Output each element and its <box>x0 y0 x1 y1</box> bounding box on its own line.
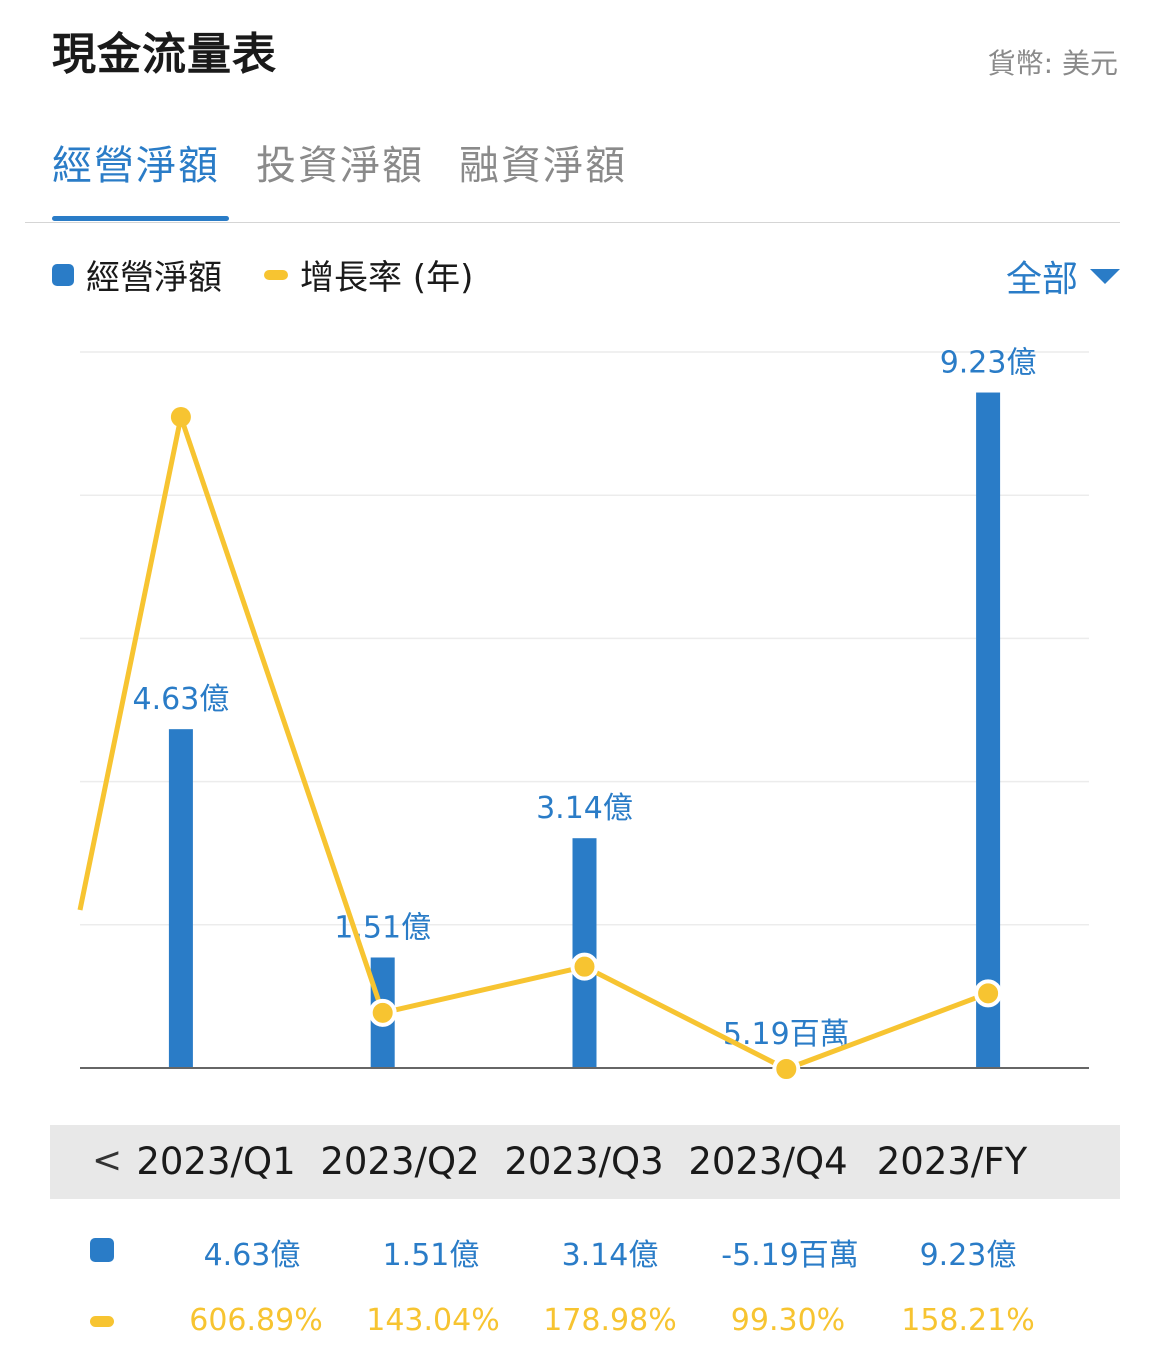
legend-bar-swatch <box>52 263 74 286</box>
period-filter-dropdown[interactable]: 全部 <box>1006 250 1120 302</box>
page-title: 現金流量表 <box>52 29 277 80</box>
filter-label: 全部 <box>1005 259 1078 300</box>
period-selector-bar <box>50 1125 1120 1199</box>
period-label[interactable]: 2023/FY <box>876 1140 1028 1183</box>
tab-operating[interactable]: 經營淨額 <box>52 143 220 189</box>
currency-label: 貨幣: 美元 <box>987 47 1118 80</box>
bar-value-cell: 4.63億 <box>203 1238 301 1273</box>
growth-series-icon <box>90 1316 114 1327</box>
growth-point <box>368 998 397 1027</box>
legend-line-label: 增長率 (年) <box>300 258 474 298</box>
active-tab-indicator <box>52 216 229 221</box>
bar-series-icon <box>90 1238 114 1262</box>
bar-value-label: 4.63億 <box>133 682 230 717</box>
growth-line <box>77 414 989 1072</box>
legend-bar: 經營淨額 <box>52 250 222 299</box>
growth-point <box>170 407 191 427</box>
growth-point <box>570 952 599 981</box>
period-label[interactable]: 2023/Q2 <box>320 1140 480 1183</box>
growth-value-cell: 158.21% <box>901 1303 1035 1338</box>
legend-bar-label: 經營淨額 <box>86 258 222 298</box>
bar-value-cell: 1.51億 <box>382 1238 480 1273</box>
legend-line-swatch <box>264 269 288 280</box>
bar-value-cell: 3.14億 <box>561 1238 659 1273</box>
tabs-divider <box>25 222 1120 223</box>
growth-value-cell: 99.30% <box>730 1303 846 1338</box>
tab-investing[interactable]: 投資淨額 <box>256 143 424 189</box>
growth-value-cell: 178.98% <box>543 1303 677 1338</box>
tab-financing[interactable]: 融資淨額 <box>459 143 627 189</box>
bar <box>168 729 193 1068</box>
growth-value-cell: 143.04% <box>366 1303 500 1338</box>
growth-point <box>974 979 1003 1008</box>
bar-value-cell: 9.23億 <box>919 1238 1017 1273</box>
bar-value-label: 9.23億 <box>940 346 1037 381</box>
growth-value-cell: 606.89% <box>189 1303 323 1338</box>
legend-line: 增長率 (年) <box>264 250 473 299</box>
period-label[interactable]: 2023/Q1 <box>136 1140 296 1183</box>
bar <box>976 392 1001 1068</box>
growth-point <box>772 1055 801 1083</box>
bar-value-cell: -5.19百萬 <box>721 1238 859 1273</box>
period-label[interactable]: 2023/Q4 <box>688 1140 848 1183</box>
bar-value-label: 3.14億 <box>536 791 633 826</box>
chevron-down-icon <box>1090 268 1120 284</box>
period-label[interactable]: 2023/Q3 <box>504 1140 664 1183</box>
chevron-left-icon[interactable]: < <box>92 1140 123 1181</box>
